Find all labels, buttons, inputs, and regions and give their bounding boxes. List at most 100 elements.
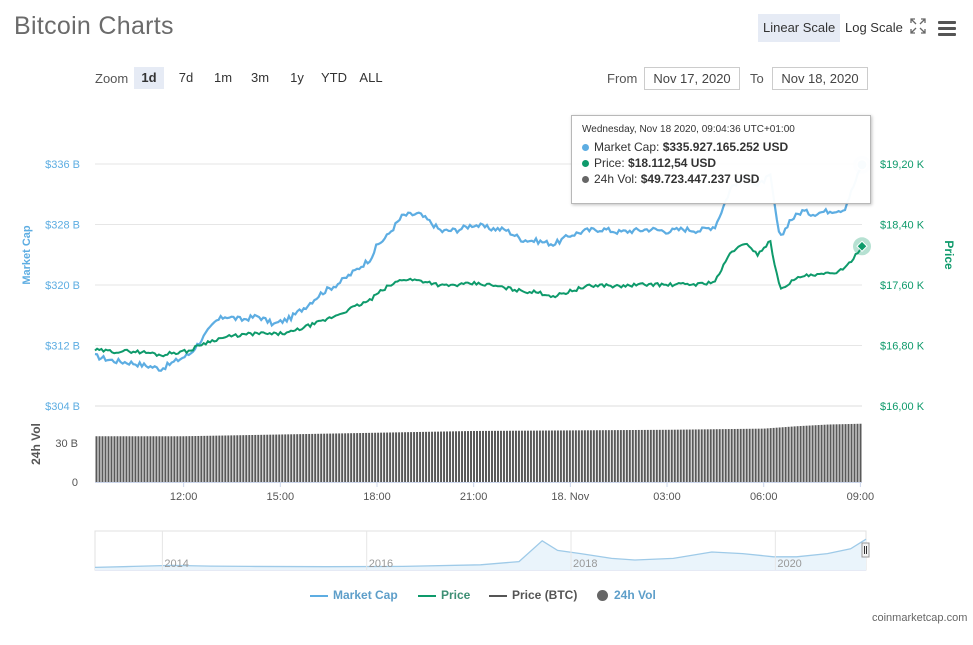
volume-dot [582, 176, 589, 184]
volume-bar [775, 427, 778, 482]
volume-bar [751, 428, 754, 482]
volume-bar [502, 430, 505, 482]
price-dot [582, 160, 589, 168]
volume-bar [694, 429, 697, 482]
zoom-label: Zoom [95, 71, 129, 86]
x-axis-tick-label: 09:00 [847, 491, 875, 503]
volume-bar [643, 429, 646, 482]
right-axis-tick-label: $16,00 K [880, 401, 925, 413]
volume-bar [691, 429, 694, 482]
volume-bar [622, 430, 625, 482]
volume-bar [742, 428, 745, 482]
volume-bar [236, 435, 239, 482]
left-axis-tick-label: $320 B [45, 280, 80, 292]
volume-bar [529, 430, 532, 482]
legend-price-btc[interactable]: Price (BTC) [489, 585, 577, 605]
volume-bar [95, 436, 98, 482]
volume-bar [221, 435, 224, 482]
volume-bar [305, 434, 308, 482]
zoom-ytd-button[interactable]: YTD [321, 70, 347, 85]
volume-bar [559, 430, 562, 482]
tooltip-price-value: $18.112,54 USD [628, 156, 717, 170]
navigator-handle[interactable] [861, 542, 870, 558]
zoom-7d-button[interactable]: 7d [178, 70, 194, 85]
volume-bar [823, 424, 826, 482]
volume-bar [748, 428, 751, 482]
volume-bar [299, 434, 302, 482]
navigator: 2014 2016 2018 2020 [94, 530, 870, 571]
volume-bar [757, 428, 760, 482]
volume-bar [107, 436, 110, 482]
volume-bar [724, 429, 727, 482]
volume-bar [799, 426, 802, 482]
volume-bar [473, 430, 476, 482]
volume-axis-tick-label: 0 [72, 477, 78, 489]
volume-bar [844, 424, 847, 482]
linear-scale-button[interactable]: Linear Scale [758, 14, 841, 42]
volume-bar [763, 428, 766, 482]
zoom-1y-button[interactable]: 1y [290, 70, 304, 85]
from-date-input[interactable]: Nov 17, 2020 [644, 67, 740, 90]
volume-bar [440, 431, 443, 482]
volume-bar [98, 436, 101, 482]
volume-bar [508, 430, 511, 482]
volume-bar [257, 434, 260, 482]
log-scale-button[interactable]: Log Scale [845, 20, 903, 35]
volume-bar [425, 431, 428, 482]
volume-bar [736, 428, 739, 482]
volume-bar [595, 430, 598, 482]
volume-bar [727, 429, 730, 482]
volume-bar [464, 431, 467, 482]
zoom-3m-button[interactable]: 3m [250, 70, 270, 85]
volume-bar [320, 433, 323, 482]
volume-bar [712, 429, 715, 482]
volume-bar [161, 436, 164, 482]
volume-bar [437, 431, 440, 482]
volume-bar [335, 433, 338, 482]
volume-bar [658, 429, 661, 482]
volume-bar [754, 428, 757, 482]
volume-bar [188, 436, 191, 482]
fullscreen-icon[interactable] [910, 18, 926, 34]
volume-bar [263, 434, 266, 482]
market-cap-dot [582, 144, 589, 152]
to-date-input[interactable]: Nov 18, 2020 [772, 67, 868, 90]
volume-bar [829, 424, 832, 482]
volume-bar [248, 435, 251, 482]
volume-bar [709, 429, 712, 482]
volume-bar [790, 426, 793, 482]
volume-bar [149, 436, 152, 482]
legend-market-cap[interactable]: Market Cap [310, 585, 398, 605]
zoom-all-button[interactable]: ALL [359, 70, 383, 85]
chart-legend: Market Cap Price Price (BTC) 24h Vol [0, 585, 973, 605]
zoom-1d-button[interactable]: 1d [134, 67, 164, 89]
legend-price[interactable]: Price [418, 585, 470, 605]
volume-bar [113, 436, 116, 482]
tooltip-volume-row: 24h Vol: $49.723.447.237 USD [582, 171, 860, 187]
volume-bar [407, 432, 410, 482]
volume-bar [673, 429, 676, 482]
menu-icon[interactable] [938, 21, 956, 39]
tooltip-price-row: Price: $18.112,54 USD [582, 155, 860, 171]
volume-bar [568, 430, 571, 482]
volume-bar [769, 428, 772, 482]
volume-bar [688, 429, 691, 482]
volume-bar [245, 435, 248, 482]
volume-bar [251, 435, 254, 482]
volume-bar [652, 429, 655, 482]
volume-bar [269, 434, 272, 482]
volume-bar [185, 436, 188, 482]
volume-bar [227, 435, 230, 482]
volume-bar [535, 430, 538, 482]
zoom-1m-button[interactable]: 1m [213, 70, 233, 85]
volume-bar [586, 430, 589, 482]
legend-volume[interactable]: 24h Vol [597, 585, 656, 605]
volume-bar [326, 433, 329, 482]
x-axis-tick-label: 06:00 [750, 491, 778, 503]
volume-bar [116, 436, 119, 482]
volume-bar [122, 436, 125, 482]
volume-bar [802, 425, 805, 482]
volume-bar [550, 430, 553, 482]
volume-bar [452, 431, 455, 482]
